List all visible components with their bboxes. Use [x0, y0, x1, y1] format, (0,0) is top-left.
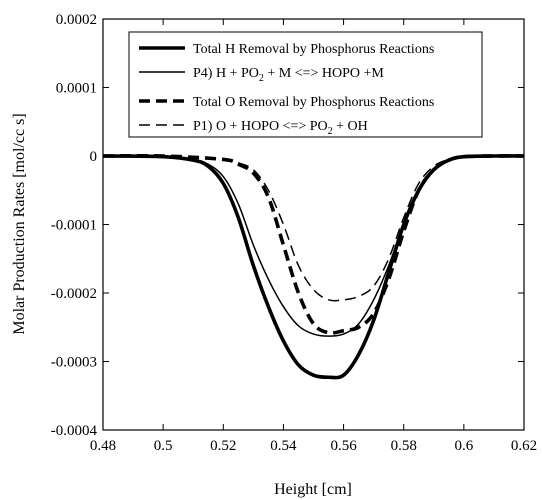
y-tick-label: 0	[90, 149, 98, 165]
legend-label-3: Total O Removal by Phosphorus Reactions	[193, 95, 434, 110]
legend-label-1: Total H Removal by Phosphorus Reactions	[193, 42, 434, 57]
y-tick-label: -0.0002	[51, 286, 97, 302]
y-tick-label: -0.0004	[51, 423, 98, 439]
x-tick-label: 0.5	[154, 438, 173, 454]
y-tick-label: -0.0003	[51, 355, 97, 371]
legend: Total H Removal by Phosphorus Reactions P…	[128, 31, 483, 138]
legend-label-2: P4) H + PO2 + M <=> HOPO +M	[193, 66, 384, 84]
x-tick-label: 0.52	[210, 438, 236, 454]
y-axis-title: Molar Production Rates [mol/cc s]	[11, 113, 28, 334]
x-tick-label: 0.56	[330, 438, 357, 454]
y-tick-label: 0.0001	[56, 81, 97, 97]
series-line-3	[102, 153, 525, 335]
x-tick-label: 0.54	[270, 438, 297, 454]
series-line-2	[102, 155, 525, 337]
y-tick-label: -0.0001	[51, 218, 97, 234]
series-line-4	[102, 155, 525, 302]
legend-label-4: P1) O + HOPO <=> PO2 + OH	[193, 119, 368, 137]
legend-box	[128, 31, 483, 138]
legend-items: Total H Removal by Phosphorus Reactions P…	[139, 42, 434, 137]
x-tick-label: 0.48	[90, 438, 116, 454]
series-layer	[102, 153, 525, 380]
y-tick-label: 0.0002	[56, 12, 97, 28]
axis-ticks: 0.48 0.5 0.52 0.54 0.56 0.58 0.6 0.62 0.0002 0.00…	[51, 12, 537, 454]
x-tick-label: 0.62	[511, 438, 537, 454]
x-tick-label: 0.58	[391, 438, 417, 454]
series-line-1	[102, 154, 525, 380]
x-tick-label: 0.6	[454, 438, 473, 454]
x-axis-title: Height [cm]	[274, 481, 352, 498]
